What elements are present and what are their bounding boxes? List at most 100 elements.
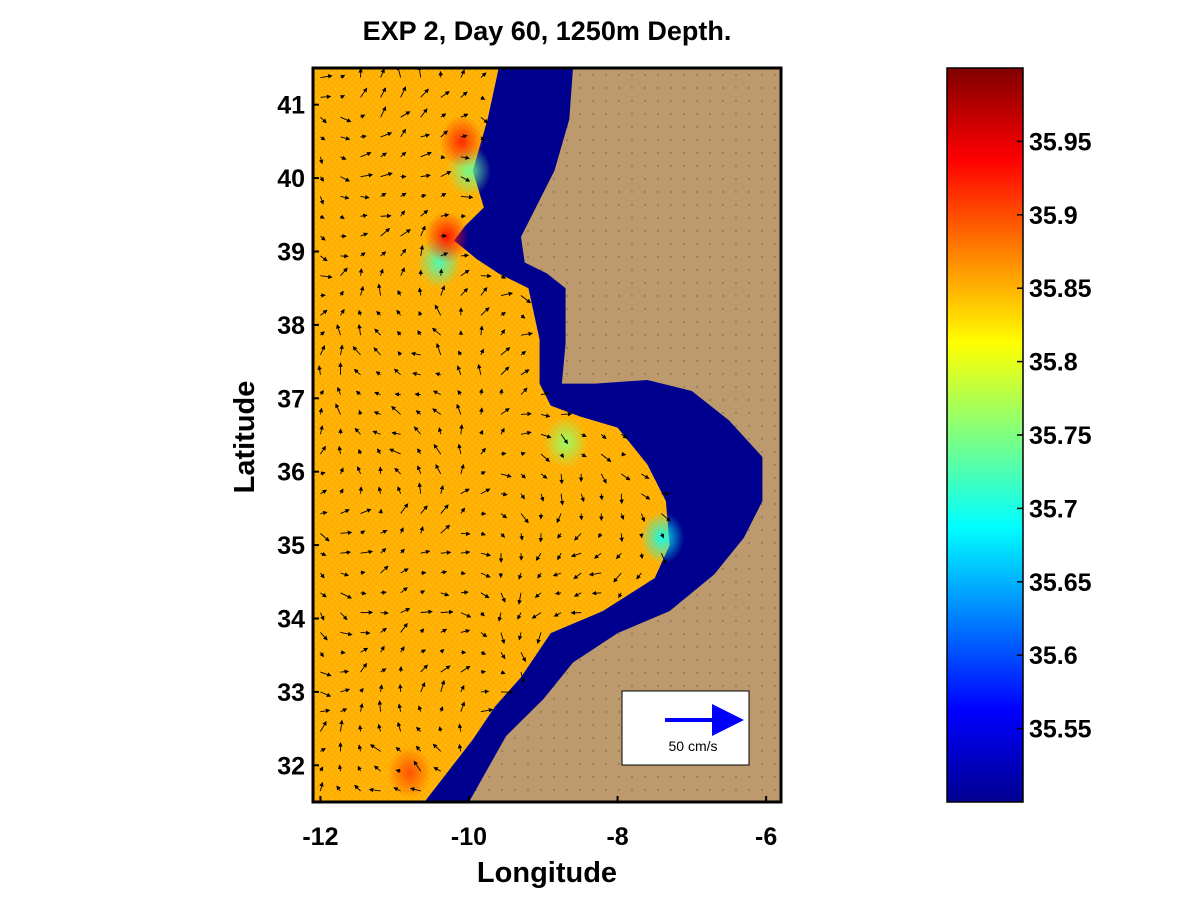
velocity-vector bbox=[588, 572, 602, 577]
grid-dot bbox=[696, 360, 698, 362]
grid-dot bbox=[761, 347, 763, 349]
velocity-vector bbox=[437, 427, 443, 435]
grid-dot bbox=[631, 217, 633, 219]
grid-dot bbox=[748, 594, 750, 596]
velocity-vector bbox=[320, 533, 330, 542]
velocity-vector bbox=[459, 424, 464, 435]
velocity-vector bbox=[600, 433, 607, 440]
grid-dot bbox=[761, 659, 763, 661]
grid-dot bbox=[774, 412, 776, 414]
velocity-vectors bbox=[317, 68, 671, 793]
grid-dot bbox=[657, 139, 659, 141]
grid-dot bbox=[579, 282, 581, 284]
grid-dot bbox=[761, 87, 763, 89]
grid-dot bbox=[774, 646, 776, 648]
colorbar-tick-label: 35.65 bbox=[1029, 569, 1092, 597]
grid-dot bbox=[748, 529, 750, 531]
grid-dot bbox=[683, 373, 685, 375]
velocity-vector bbox=[480, 136, 486, 142]
grid-dot bbox=[696, 646, 698, 648]
grid-dot bbox=[709, 152, 711, 154]
grid-dot bbox=[592, 360, 594, 362]
grid-dot bbox=[748, 165, 750, 167]
y-axis-label: Latitude bbox=[229, 381, 261, 494]
grid-dot bbox=[696, 633, 698, 635]
grid-dot bbox=[579, 685, 581, 687]
velocity-vector bbox=[400, 248, 407, 257]
grid-dot bbox=[748, 74, 750, 76]
grid-dot bbox=[683, 620, 685, 622]
grid-dot bbox=[553, 256, 555, 258]
velocity-vector bbox=[557, 533, 562, 539]
grid-dot bbox=[657, 152, 659, 154]
velocity-vector bbox=[432, 390, 441, 396]
y-tick-label: 34 bbox=[277, 606, 305, 634]
grid-dot bbox=[761, 217, 763, 219]
y-tick-label: 37 bbox=[277, 385, 305, 413]
grid-dot bbox=[618, 737, 620, 739]
grid-dot bbox=[761, 321, 763, 323]
velocity-vector bbox=[319, 214, 325, 219]
grid-dot bbox=[735, 308, 737, 310]
grid-dot bbox=[566, 165, 568, 167]
velocity-vector bbox=[340, 155, 347, 160]
grid-dot bbox=[748, 555, 750, 557]
grid-dot bbox=[579, 152, 581, 154]
grid-dot bbox=[735, 295, 737, 297]
velocity-vector bbox=[621, 451, 627, 457]
grid-dot bbox=[696, 308, 698, 310]
grid-dot bbox=[722, 399, 724, 401]
velocity-vector bbox=[340, 509, 350, 514]
velocity-vector bbox=[574, 533, 582, 541]
velocity-vector bbox=[340, 669, 350, 674]
grid-dot bbox=[683, 334, 685, 336]
velocity-vector bbox=[500, 533, 506, 538]
grid-dot bbox=[670, 685, 672, 687]
velocity-vector bbox=[460, 287, 469, 296]
grid-dot bbox=[709, 776, 711, 778]
velocity-vector bbox=[374, 391, 381, 396]
velocity-vector bbox=[380, 590, 387, 595]
grid-dot bbox=[735, 594, 737, 596]
grid-dot bbox=[579, 178, 581, 180]
grid-dot bbox=[683, 789, 685, 791]
grid-dot bbox=[774, 633, 776, 635]
grid-dot bbox=[670, 74, 672, 76]
grid-dot bbox=[696, 659, 698, 661]
velocity-vector bbox=[440, 193, 447, 198]
colorbar-tick-label: 35.8 bbox=[1029, 349, 1078, 377]
velocity-vector bbox=[440, 213, 450, 218]
grid-dot bbox=[566, 178, 568, 180]
grid-dot bbox=[644, 633, 646, 635]
velocity-vector bbox=[457, 350, 463, 356]
grid-dot bbox=[501, 763, 503, 765]
grid-dot bbox=[579, 724, 581, 726]
grid-dot bbox=[579, 360, 581, 362]
map-plot-area bbox=[313, 68, 781, 802]
grid-dot bbox=[709, 178, 711, 180]
grid-dot bbox=[748, 659, 750, 661]
grid-dot bbox=[579, 373, 581, 375]
grid-dot bbox=[722, 607, 724, 609]
grid-dot bbox=[696, 269, 698, 271]
grid-dot bbox=[735, 178, 737, 180]
grid-dot bbox=[761, 360, 763, 362]
velocity-vector bbox=[519, 533, 524, 541]
grid-dot bbox=[618, 74, 620, 76]
grid-dot bbox=[540, 789, 542, 791]
colorbar-tick-label: 35.95 bbox=[1029, 128, 1092, 156]
velocity-vector bbox=[621, 473, 631, 481]
velocity-vector bbox=[320, 592, 327, 598]
velocity-vector bbox=[573, 592, 582, 597]
grid-dot bbox=[618, 113, 620, 115]
grid-dot bbox=[722, 217, 724, 219]
velocity-vector bbox=[358, 724, 363, 732]
grid-dot bbox=[644, 269, 646, 271]
grid-dot bbox=[761, 516, 763, 518]
velocity-vector bbox=[500, 513, 508, 519]
x-tick-label: -6 bbox=[755, 823, 777, 851]
grid-dot bbox=[735, 581, 737, 583]
velocity-vector bbox=[480, 611, 485, 617]
velocity-vector bbox=[380, 228, 391, 237]
grid-dot bbox=[696, 594, 698, 596]
